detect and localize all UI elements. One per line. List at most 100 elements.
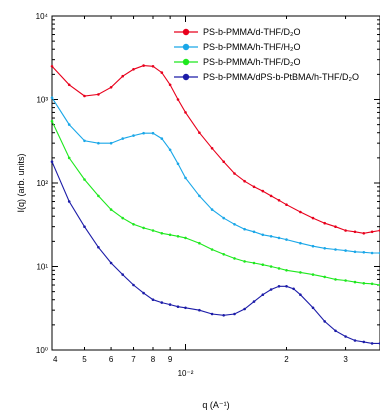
data-point	[299, 241, 302, 245]
data-point	[184, 111, 187, 114]
x-tick-label: 9	[168, 355, 173, 364]
data-point	[269, 265, 273, 268]
data-point	[353, 280, 357, 284]
y-tick-label: 10¹	[36, 263, 48, 272]
data-point	[121, 74, 124, 78]
legend-swatch-marker	[182, 28, 190, 36]
data-point	[285, 238, 288, 241]
data-point	[160, 301, 164, 304]
data-point	[67, 123, 71, 126]
legend-swatch-marker	[182, 73, 190, 81]
x-tick-label: 3	[343, 355, 348, 364]
data-point	[109, 208, 113, 211]
legend-label: PS-b-PMMA/dPS-b-PtBMA/h-THF/D₂O	[203, 72, 359, 82]
data-point	[198, 241, 201, 245]
data-point	[334, 248, 337, 251]
y-tick-label: 10³	[36, 96, 48, 105]
data-point	[233, 172, 236, 175]
data-point	[311, 216, 315, 220]
data-point	[142, 226, 145, 230]
data-point	[252, 300, 256, 303]
data-point	[311, 273, 315, 276]
data-point	[184, 306, 187, 310]
data-point	[109, 261, 113, 265]
x-tick-label: 8	[151, 355, 156, 364]
data-point	[151, 65, 155, 68]
data-point	[83, 139, 86, 143]
data-point	[353, 250, 357, 254]
data-point	[210, 248, 214, 251]
data-point	[222, 314, 225, 317]
x-tick-label: 6	[109, 355, 114, 364]
series-line	[51, 120, 380, 286]
data-point	[222, 160, 225, 163]
data-point	[277, 285, 281, 288]
data-point	[285, 203, 288, 206]
data-point	[233, 312, 236, 316]
data-point	[344, 249, 347, 252]
data-point	[176, 305, 180, 309]
data-point	[261, 263, 265, 267]
series-line	[51, 161, 380, 344]
x-tick-label: 7	[131, 355, 136, 364]
data-point	[83, 225, 86, 228]
data-point	[67, 200, 71, 203]
data-point	[222, 216, 225, 220]
legend-item: PS-b-PMMA/d-THF/D₂O	[174, 27, 301, 37]
data-point	[168, 303, 172, 306]
data-point	[50, 65, 54, 68]
data-point	[362, 282, 366, 285]
data-point	[184, 176, 187, 180]
data-point	[160, 232, 164, 235]
data-point	[299, 271, 302, 274]
y-tick-label: 10²	[36, 179, 48, 188]
data-point	[198, 131, 201, 134]
data-point	[121, 273, 124, 276]
data-point	[109, 86, 113, 89]
data-point	[198, 194, 201, 198]
data-point	[344, 335, 347, 338]
data-point	[198, 308, 201, 312]
x-tick-label: 10⁻²	[178, 369, 194, 378]
series-1	[50, 64, 380, 235]
data-point	[151, 298, 155, 302]
data-point	[334, 225, 337, 228]
data-point	[323, 247, 327, 250]
data-point	[285, 269, 288, 272]
data-point	[269, 194, 273, 198]
data-point	[132, 68, 135, 71]
data-point	[243, 179, 246, 183]
data-point	[252, 261, 256, 265]
data-point	[184, 236, 187, 240]
legend-item: PS-b-PMMA/h-THF/H₂O	[174, 42, 301, 52]
data-point	[97, 93, 100, 96]
data-point	[362, 340, 366, 344]
data-point	[311, 306, 315, 310]
data-point	[50, 160, 54, 163]
series-layer	[50, 64, 380, 345]
data-point	[210, 208, 214, 211]
data-point	[292, 287, 295, 291]
data-point	[370, 251, 374, 255]
data-point	[132, 283, 135, 287]
data-point	[277, 199, 281, 202]
data-point	[252, 185, 256, 189]
data-point	[370, 282, 374, 286]
data-point	[176, 235, 180, 238]
data-point	[109, 141, 113, 145]
data-point	[370, 230, 374, 234]
data-point	[362, 251, 366, 254]
data-point	[142, 64, 145, 67]
data-point	[323, 221, 327, 225]
data-point	[83, 178, 86, 181]
data-point	[344, 229, 347, 232]
data-point	[142, 131, 145, 135]
data-point	[176, 162, 180, 166]
data-point	[277, 267, 281, 270]
series-4	[50, 160, 380, 345]
series-2	[50, 96, 380, 255]
legend: PS-b-PMMA/d-THF/D₂O PS-b-PMMA/h-THF/H₂O PS…	[174, 27, 359, 82]
legend-swatch-marker	[182, 58, 190, 66]
data-point	[50, 96, 54, 99]
